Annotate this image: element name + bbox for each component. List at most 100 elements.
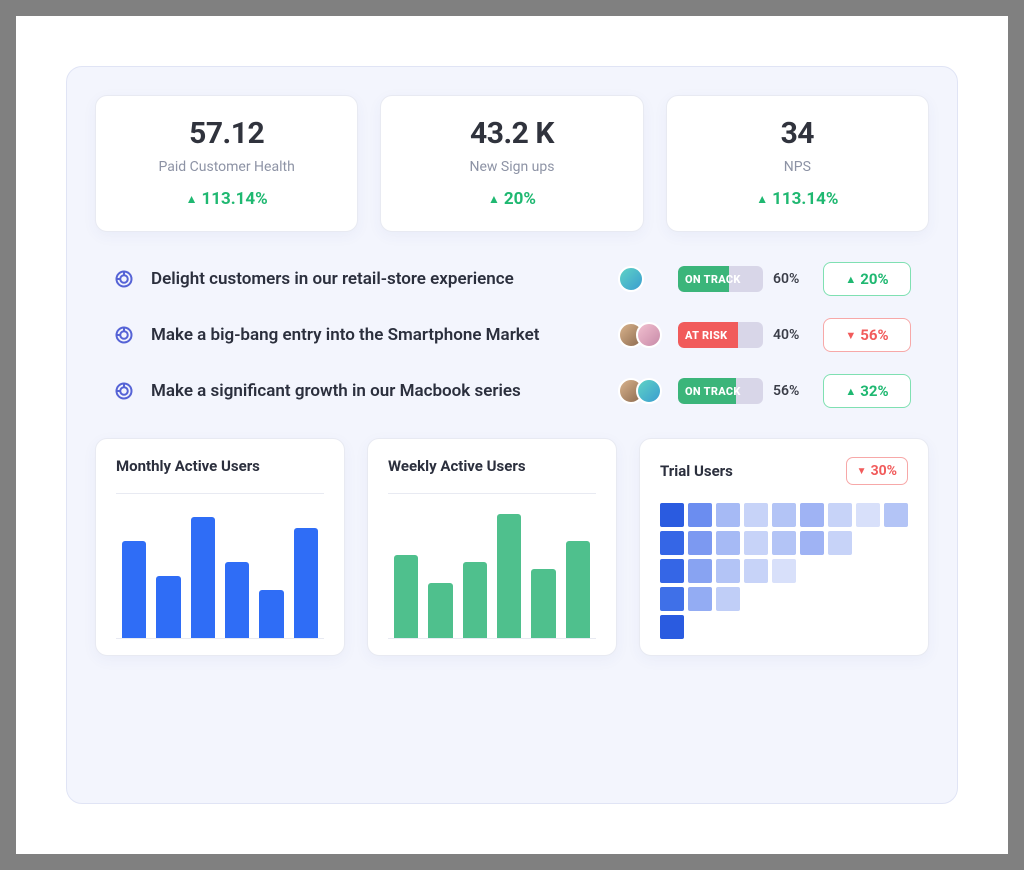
objective-row[interactable]: Make a big-bang entry into the Smartphon… [113,318,911,352]
kpi-card[interactable]: 57.12 Paid Customer Health ▲113.14% [95,95,358,232]
cohort-cell [660,587,684,611]
chart-title: Monthly Active Users [116,457,260,475]
kpi-trend: ▲113.14% [677,189,918,209]
kpi-card[interactable]: 34 NPS ▲113.14% [666,95,929,232]
kpi-value: 57.12 [106,116,347,151]
objective-change-badge: ▲20% [823,262,911,296]
kpi-value: 43.2 K [391,116,632,151]
chart-bar [566,541,590,638]
progress-percent: 56% [773,383,807,399]
objective-change-badge: ▲32% [823,374,911,408]
trial-users-card[interactable]: Trial Users ▼30% [639,438,929,656]
cohort-cell [800,531,824,555]
objective-row[interactable]: Make a significant growth in our Macbook… [113,374,911,408]
cohort-cell [744,559,768,583]
status-pill: AT RISK [678,322,763,348]
chart-bar [122,541,146,638]
cohort-cell [716,503,740,527]
weekly-bar-chart [388,493,596,639]
cohort-row [660,559,908,583]
cohort-cell [716,531,740,555]
kpi-row: 57.12 Paid Customer Health ▲113.14% 43.2 K N… [95,95,929,232]
monthly-active-users-card[interactable]: Monthly Active Users [95,438,345,656]
kpi-label: New Sign ups [391,159,632,175]
chart-bar [497,514,521,638]
objective-progress: AT RISK 40% [678,322,807,348]
chart-bar [259,590,283,638]
kpi-value: 34 [677,116,918,151]
cohort-cell [688,587,712,611]
cohort-row [660,531,908,555]
cohort-cell [660,503,684,527]
cohort-cell [744,503,768,527]
caret-up-icon: ▲ [186,192,198,206]
cohort-row [660,615,908,639]
objective-title: Make a significant growth in our Macbook… [151,380,602,403]
kpi-card[interactable]: 43.2 K New Sign ups ▲20% [380,95,643,232]
chart-title: Weekly Active Users [388,457,526,475]
objective-change-badge: ▼56% [823,318,911,352]
cohort-cell [744,531,768,555]
objective-progress: ON TRACK 56% [678,378,807,404]
target-icon [113,268,135,290]
caret-up-icon: ▲ [488,192,500,206]
cohort-cell [800,503,824,527]
status-pill: ON TRACK [678,266,763,292]
objectives-list: Delight customers in our retail-store ex… [95,262,929,408]
chart-bar [225,562,249,638]
chart-bar [191,517,215,638]
chart-bar [463,562,487,638]
caret-up-icon: ▲ [756,192,768,206]
avatar [636,378,662,404]
avatar [636,322,662,348]
objective-title: Make a big-bang entry into the Smartphon… [151,324,602,347]
dashboard-panel: 57.12 Paid Customer Health ▲113.14% 43.2 K N… [66,66,958,804]
objective-assignees [618,322,662,348]
cohort-cell [688,503,712,527]
cohort-row [660,503,908,527]
cohort-cell [660,531,684,555]
objective-row[interactable]: Delight customers in our retail-store ex… [113,262,911,296]
chart-title: Trial Users [660,462,733,480]
caret-up-icon: ▲ [845,273,856,286]
caret-down-icon: ▼ [845,329,856,342]
objective-assignees [618,266,662,292]
cohort-cell [772,503,796,527]
cohort-cell [716,587,740,611]
kpi-label: NPS [677,159,918,175]
caret-down-icon: ▼ [857,466,867,477]
cohort-cell [828,503,852,527]
objective-assignees [618,378,662,404]
cohort-cell [772,559,796,583]
progress-percent: 60% [773,271,807,287]
chart-bar [531,569,555,638]
progress-percent: 40% [773,327,807,343]
page-frame: 57.12 Paid Customer Health ▲113.14% 43.2 K N… [16,16,1008,854]
weekly-active-users-card[interactable]: Weekly Active Users [367,438,617,656]
cohort-cell [688,531,712,555]
charts-row: Monthly Active Users Weekly Active Users… [95,438,929,656]
target-icon [113,380,135,402]
chart-bar [428,583,452,638]
cohort-row [660,587,908,611]
cohort-cell [856,503,880,527]
cohort-cell [828,531,852,555]
cohort-cell [688,559,712,583]
cohort-cell [772,531,796,555]
kpi-trend: ▲20% [391,189,632,209]
objective-progress: ON TRACK 60% [678,266,807,292]
status-pill: ON TRACK [678,378,763,404]
trial-cohort-heatmap [660,503,908,639]
chart-bar [394,555,418,638]
target-icon [113,324,135,346]
caret-up-icon: ▲ [845,385,856,398]
kpi-label: Paid Customer Health [106,159,347,175]
cohort-cell [660,615,684,639]
cohort-cell [660,559,684,583]
objective-title: Delight customers in our retail-store ex… [151,268,602,291]
cohort-cell [716,559,740,583]
kpi-trend: ▲113.14% [106,189,347,209]
trial-trend-badge: ▼30% [846,457,908,485]
chart-bar [156,576,180,638]
avatar [618,266,644,292]
